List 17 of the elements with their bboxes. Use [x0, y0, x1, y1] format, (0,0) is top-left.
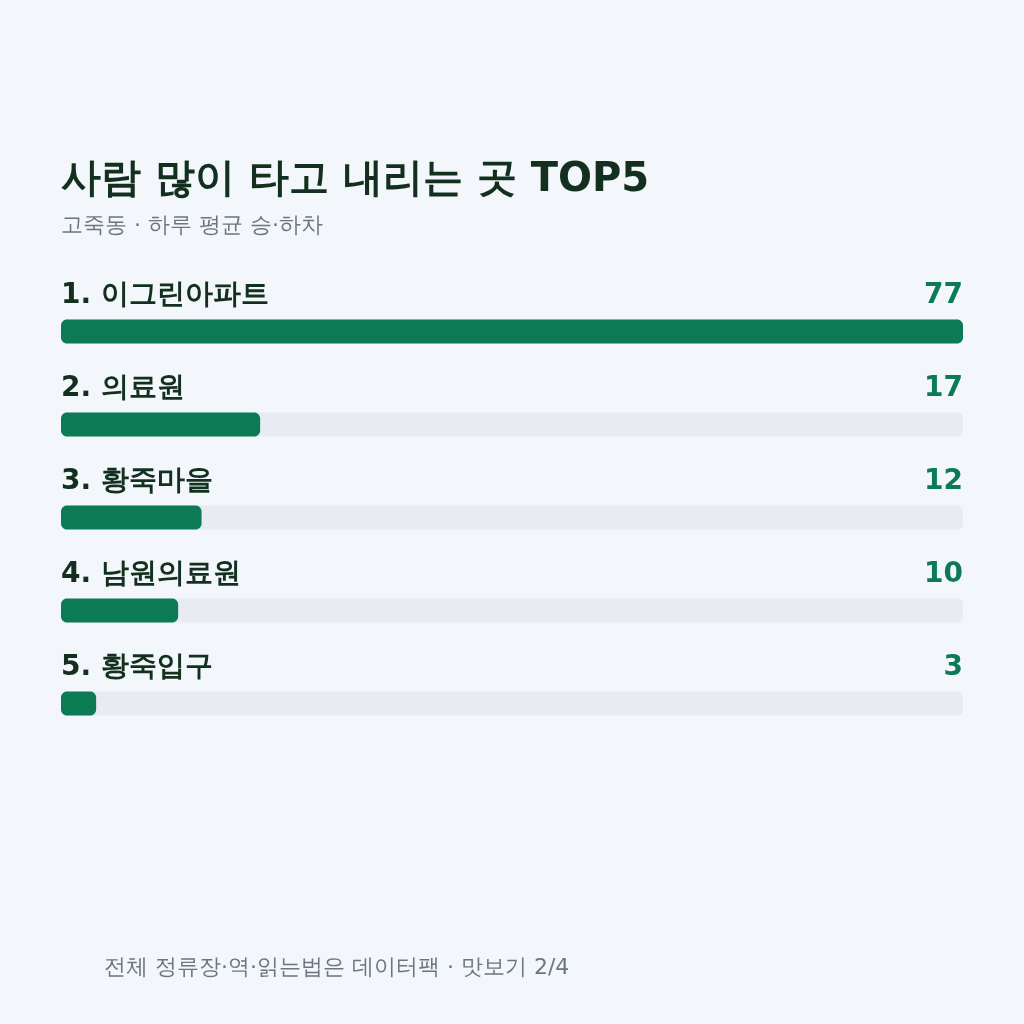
text: 전체 정류장·역·읽는법은 데이터팩 · 맛보기 2/4	[104, 954, 570, 979]
y-tick-label: 5. 황죽입구	[61, 648, 213, 682]
chart-title: 사람 많이 타고 내리는 곳 TOP5	[61, 154, 650, 200]
y-tick-label: 2. 의료원	[61, 369, 185, 403]
y-tick-label: 4. 남원의료원	[61, 555, 241, 589]
chart-subtitle: 고죽동 · 하루 평균 승·하차	[61, 212, 323, 237]
data-label: 10	[924, 555, 963, 589]
y-tick-label: 3. 황죽마을	[61, 462, 213, 496]
data-label: 17	[924, 369, 963, 403]
bar	[61, 691, 97, 716]
bar	[61, 598, 179, 623]
bar	[61, 412, 261, 437]
data-label: 12	[924, 462, 963, 496]
bar	[61, 505, 202, 530]
data-label: 77	[924, 276, 963, 310]
data-label: 3	[943, 648, 963, 682]
y-tick-label: 1. 이그린아파트	[61, 276, 269, 310]
